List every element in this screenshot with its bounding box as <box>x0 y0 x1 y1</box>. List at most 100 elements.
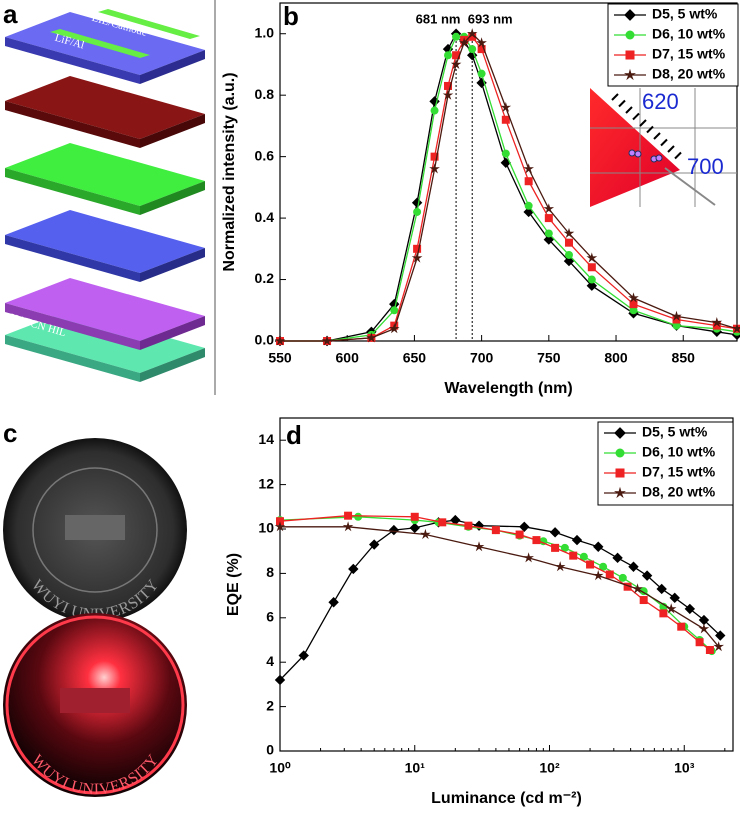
legend-marker <box>624 68 636 81</box>
layer-front <box>5 235 140 282</box>
cie-inset: 620 700 <box>590 88 737 207</box>
marker <box>599 562 608 571</box>
marker <box>564 238 573 247</box>
series-line <box>280 36 738 342</box>
panel-label: b <box>283 1 299 31</box>
layer-front <box>5 335 140 382</box>
marker <box>641 570 653 581</box>
marker <box>715 630 726 641</box>
cie-tick <box>632 112 640 121</box>
y-tick-label: 0.0 <box>255 332 275 348</box>
electrode-strip <box>50 29 150 58</box>
cie-tick <box>639 119 647 127</box>
marker <box>368 539 380 550</box>
cie-point <box>634 150 642 158</box>
marker <box>586 252 598 263</box>
y-axis-label: EQE (%) <box>225 553 242 616</box>
marker <box>476 37 487 48</box>
marker <box>549 527 561 538</box>
marker <box>458 37 470 48</box>
marker <box>665 603 677 614</box>
marker <box>524 201 533 210</box>
marker <box>450 58 462 69</box>
marker <box>672 321 681 330</box>
marker <box>569 551 578 560</box>
marker <box>473 520 485 531</box>
layer-front <box>5 37 140 84</box>
photo-building <box>60 688 130 713</box>
marker <box>669 592 680 604</box>
legend-marker <box>614 486 626 499</box>
marker <box>409 522 420 534</box>
marker <box>477 45 486 54</box>
marker <box>684 603 696 615</box>
marker <box>698 614 710 626</box>
y-tick-label: 4 <box>266 653 274 669</box>
legend-marker <box>625 50 635 60</box>
inset-label: 700 <box>687 154 724 179</box>
marker <box>672 315 681 324</box>
marker <box>464 521 473 530</box>
y-tick-label: 8 <box>266 564 274 580</box>
marker <box>388 524 400 536</box>
marker <box>713 641 724 652</box>
marker <box>519 521 530 532</box>
x-tick-label: 650 <box>403 350 427 366</box>
marker <box>438 518 447 527</box>
marker <box>298 650 309 661</box>
marker <box>466 28 478 39</box>
inset-label: 620 <box>642 89 679 114</box>
marker <box>366 332 377 343</box>
y-tick-label: 2 <box>266 697 274 713</box>
marker <box>450 514 461 526</box>
layer-top <box>5 278 205 341</box>
marker <box>543 203 555 214</box>
x-axis-label: Luminance (cd m⁻²) <box>431 790 582 807</box>
layer-top <box>5 76 205 139</box>
marker <box>711 317 723 328</box>
marker <box>411 197 423 208</box>
y-tick-label: 6 <box>266 609 274 625</box>
marker <box>452 32 461 41</box>
legend-marker <box>615 448 625 458</box>
marker <box>605 570 614 579</box>
marker <box>705 645 714 654</box>
marker <box>413 244 422 253</box>
legend-label: D5, 5 wt% <box>652 6 718 22</box>
legend-label: D7, 15 wt% <box>642 464 716 480</box>
marker <box>390 306 399 315</box>
marker <box>695 638 704 647</box>
layer-side <box>140 248 205 282</box>
photo-bottom: WUYI UNIVERSITY <box>3 613 187 798</box>
marker <box>632 583 643 594</box>
series-line <box>280 526 720 648</box>
marker <box>544 229 553 238</box>
cie-tick <box>611 93 619 101</box>
y-tick-label: 14 <box>258 431 274 447</box>
marker <box>500 101 512 112</box>
legend-label: D6, 10 wt% <box>642 444 716 460</box>
marker <box>444 81 453 90</box>
x-tick-label: 600 <box>336 350 360 366</box>
legend-marker <box>615 468 625 478</box>
marker <box>321 335 333 346</box>
marker <box>468 32 477 41</box>
marker <box>444 51 453 60</box>
legend-label: D5, 5 wt% <box>642 424 708 440</box>
cie-line <box>664 167 716 206</box>
y-tick-label: 12 <box>258 475 274 491</box>
cie-tick <box>674 151 682 160</box>
marker <box>411 252 423 263</box>
x-tick-label: 750 <box>537 350 561 366</box>
marker <box>564 250 573 259</box>
marker <box>429 163 440 174</box>
electrode-strip <box>98 9 200 39</box>
marker <box>388 323 400 334</box>
layer-top <box>5 210 205 273</box>
marker <box>442 89 454 100</box>
cie-point <box>655 154 663 162</box>
x-tick-label: 10³ <box>674 760 695 776</box>
series-line <box>280 32 738 342</box>
x-tick-label: 550 <box>268 350 292 366</box>
